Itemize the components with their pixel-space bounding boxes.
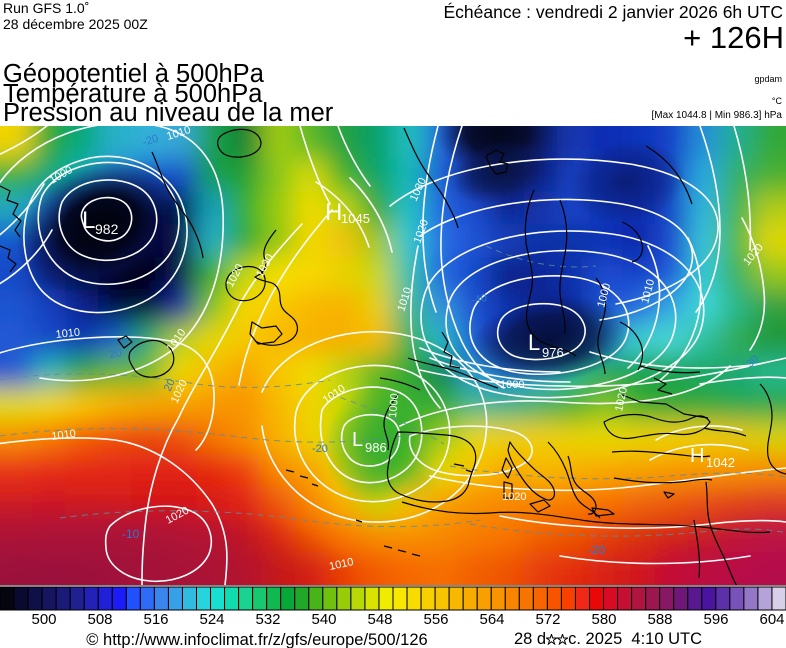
svg-text:1020: 1020 [613, 386, 630, 412]
svg-text:20: 20 [162, 377, 178, 393]
svg-text:-10: -10 [122, 527, 140, 541]
svg-text:-40: -40 [470, 292, 488, 307]
svg-text:20: 20 [108, 347, 122, 361]
svg-text:1000: 1000 [387, 393, 401, 418]
svg-text:976: 976 [542, 345, 564, 360]
svg-text:1010: 1010 [55, 326, 81, 340]
svg-text:1010: 1010 [328, 556, 354, 573]
svg-text:1000: 1000 [500, 379, 524, 391]
svg-text:982: 982 [95, 221, 119, 237]
svg-text:986: 986 [365, 440, 387, 455]
svg-text:-20: -20 [312, 443, 328, 455]
svg-text:L: L [82, 207, 95, 234]
svg-text:H: H [690, 445, 704, 467]
svg-text:-20: -20 [141, 133, 160, 149]
svg-text:1010: 1010 [51, 428, 77, 443]
svg-text:H: H [325, 199, 342, 226]
svg-text:L: L [352, 429, 363, 451]
svg-text:1042: 1042 [706, 455, 735, 470]
svg-text:1045: 1045 [341, 211, 370, 226]
svg-text:L: L [528, 330, 540, 355]
svg-text:1020: 1020 [502, 491, 526, 503]
svg-text:-20: -20 [588, 543, 606, 557]
